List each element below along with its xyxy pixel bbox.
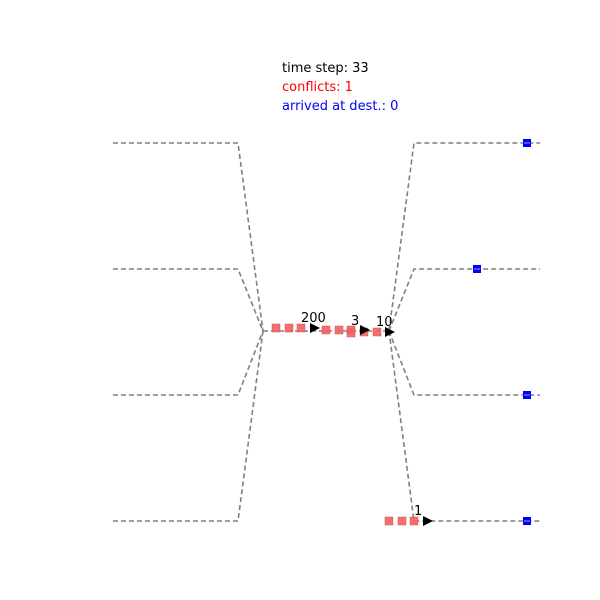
- agent-label-1: 1: [414, 504, 422, 519]
- trail-marker: [397, 516, 407, 526]
- agent-10-arrow: [385, 327, 395, 337]
- trail-marker: [296, 323, 306, 333]
- agent-3-arrow: [360, 325, 370, 335]
- destinations: [473, 139, 531, 525]
- route-left-1: [113, 142, 264, 332]
- arrived-label: arrived at dest.: 0: [282, 99, 398, 114]
- agent-label-200: 200: [301, 311, 326, 326]
- trail-marker: [321, 325, 331, 335]
- trail-marker: [372, 327, 382, 337]
- agents: [310, 323, 433, 526]
- trail-marker: [284, 323, 294, 333]
- trail-marker: [334, 325, 344, 335]
- agent-1-arrow: [423, 516, 433, 526]
- route-left-3: [113, 330, 264, 396]
- route-right-3: [388, 330, 540, 396]
- trail-marker: [409, 516, 419, 526]
- route-left-4: [113, 330, 264, 522]
- trail-marker: [384, 516, 394, 526]
- agent-200-arrow: [310, 323, 320, 333]
- time-step-label: time step: 33: [282, 61, 369, 76]
- trail-marker: [346, 328, 356, 338]
- route-left-2: [113, 268, 264, 332]
- trail-marker: [271, 323, 281, 333]
- route-right-4: [388, 330, 540, 522]
- agent-label-3: 3: [351, 314, 359, 329]
- route-right-2: [388, 268, 540, 332]
- route-right-1: [388, 142, 540, 332]
- conflicts-label: conflicts: 1: [282, 80, 353, 95]
- agent-trails: [271, 323, 419, 526]
- agent-label-10: 10: [376, 315, 393, 330]
